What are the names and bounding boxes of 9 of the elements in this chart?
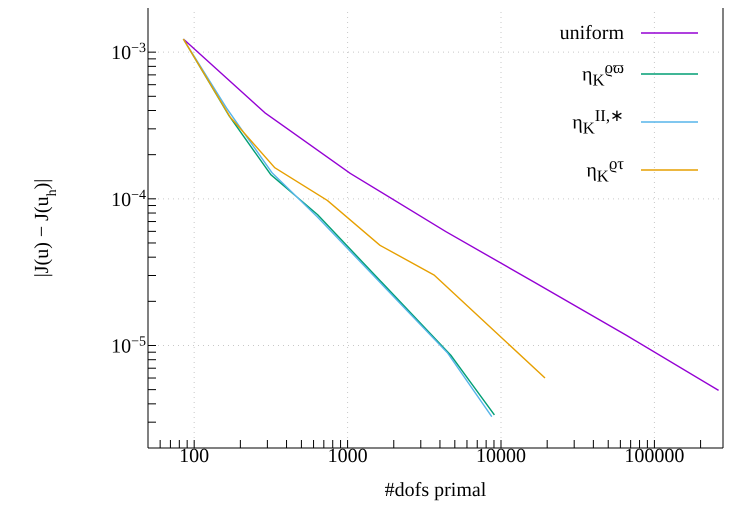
legend-label: uniform (560, 22, 624, 44)
y-tick-label: 10$^{−3}$ (111, 40, 146, 64)
x-tick-label: 100000 (624, 445, 684, 467)
y-tick-label: 10$^{−5}$ (111, 334, 146, 358)
x-tick-label: 1000 (328, 445, 368, 467)
x-tick-label: 10000 (476, 445, 526, 467)
y-tick-label: 10$^{−4}$ (111, 187, 146, 211)
x-axis-title: #dofs primal (384, 479, 487, 501)
x-tick-label: 100 (179, 445, 210, 467)
